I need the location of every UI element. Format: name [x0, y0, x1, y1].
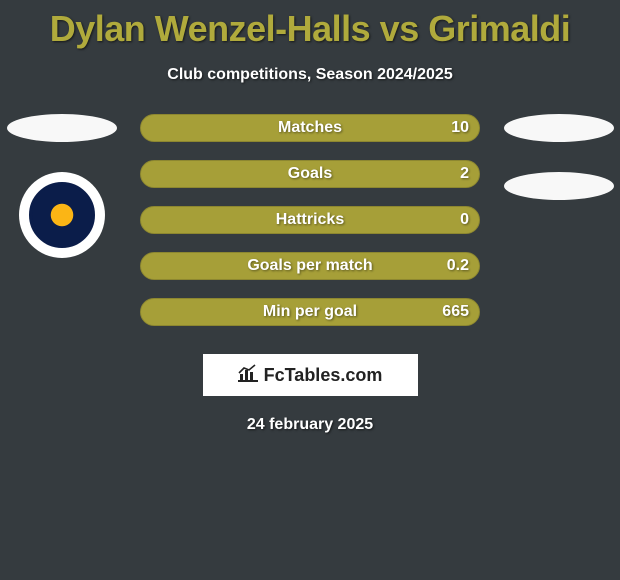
player-right-column [501, 114, 616, 200]
stat-value-right: 665 [442, 303, 469, 321]
stat-row: Matches 10 [140, 114, 480, 142]
stat-row: Min per goal 665 [140, 298, 480, 326]
comparison-content: Matches 10 Goals 2 Hattricks 0 Goals per… [0, 114, 620, 434]
player-left-avatar [7, 114, 117, 142]
player-right-avatar [504, 114, 614, 142]
club-logo-right [504, 172, 614, 200]
date-label: 24 february 2025 [0, 416, 620, 434]
stat-label: Goals [288, 165, 332, 183]
stat-label: Hattricks [276, 211, 344, 229]
club-logo-left [19, 172, 105, 258]
stats-container: Matches 10 Goals 2 Hattricks 0 Goals per… [140, 114, 480, 326]
stat-value-right: 0 [460, 211, 469, 229]
stat-label: Goals per match [247, 257, 372, 275]
chart-icon [238, 364, 258, 387]
player-left-column [4, 114, 119, 258]
stat-row: Goals per match 0.2 [140, 252, 480, 280]
stat-value-right: 10 [451, 119, 469, 137]
page-title: Dylan Wenzel-Halls vs Grimaldi [0, 0, 620, 50]
stat-label: Min per goal [263, 303, 357, 321]
stat-value-right: 0.2 [447, 257, 469, 275]
subtitle: Club competitions, Season 2024/2025 [0, 66, 620, 84]
stat-row: Goals 2 [140, 160, 480, 188]
source-logo: FcTables.com [203, 354, 418, 396]
source-logo-text: FcTables.com [264, 365, 383, 386]
stat-value-right: 2 [460, 165, 469, 183]
mariners-badge-icon [29, 182, 95, 248]
stat-label: Matches [278, 119, 342, 137]
stat-row: Hattricks 0 [140, 206, 480, 234]
